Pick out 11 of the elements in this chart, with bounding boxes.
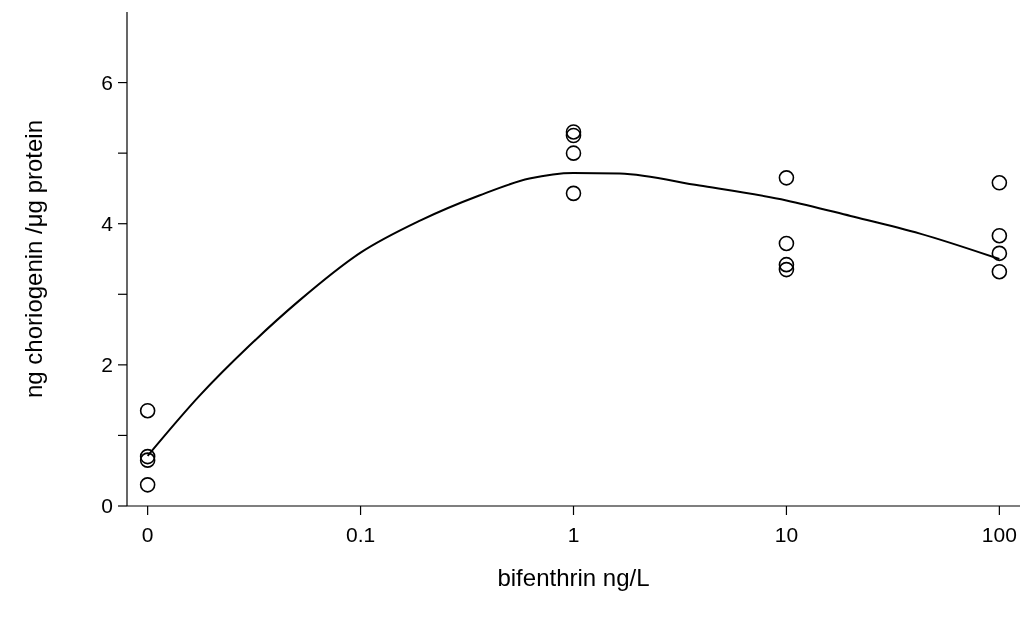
x-tick-label: 0 <box>141 523 154 546</box>
y-tick-label: 2 <box>101 353 113 377</box>
x-tick-label: 1 <box>567 523 580 546</box>
x-tick-label: 100 <box>981 523 1017 546</box>
y-tick-label: 4 <box>101 212 114 236</box>
x-axis-title: bifenthrin ng/L <box>497 564 650 591</box>
x-tick-label: 0.1 <box>345 523 376 546</box>
y-tick-label: 6 <box>101 70 113 94</box>
y-tick-label: 0 <box>101 494 113 518</box>
y-axis-title: ng choriogenin /μg protein <box>20 119 47 399</box>
x-tick-label: 10 <box>774 523 799 546</box>
